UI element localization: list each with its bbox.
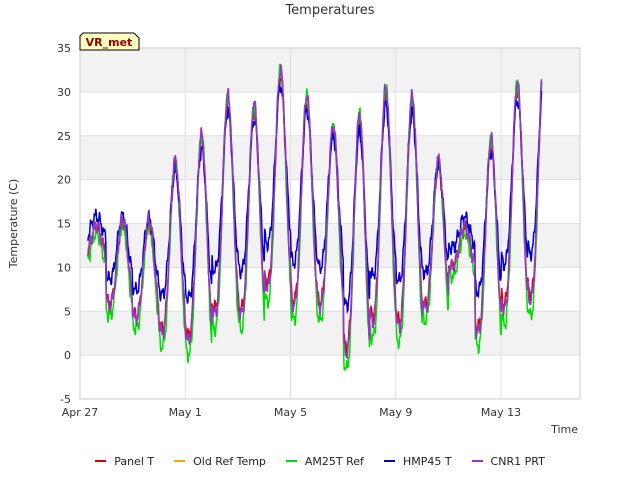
legend-swatch-hmp45-t <box>383 460 395 462</box>
x-axis-label: Time <box>550 423 578 436</box>
grid-band <box>80 48 580 92</box>
legend-swatch-cnr1-prt <box>471 460 483 462</box>
y-tick-label: 25 <box>57 130 71 143</box>
y-tick-label: -5 <box>60 393 71 406</box>
legend: Panel T Old Ref Temp AM25T Ref HMP45 T C… <box>0 452 640 470</box>
legend-label: HMP45 T <box>402 454 452 468</box>
x-tick-label: May 1 <box>169 406 202 419</box>
annotation-label: VR_met <box>79 32 140 51</box>
x-tick-label: May 5 <box>274 406 307 419</box>
y-tick-label: 20 <box>57 174 71 187</box>
legend-swatch-panel-t <box>95 460 107 462</box>
x-tick-label: Apr 27 <box>62 406 99 419</box>
series-line-cnr1-prt <box>87 64 543 360</box>
y-tick-label: 5 <box>64 305 71 318</box>
x-tick-label: May 13 <box>481 406 521 419</box>
grid-band <box>80 311 580 356</box>
legend-swatch-old-ref-temp <box>174 460 186 462</box>
legend-item-am25t-ref: AM25T Ref <box>285 454 364 468</box>
annotation-box <box>79 32 140 51</box>
legend-swatch-am25t-ref <box>285 460 297 462</box>
legend-item-panel-t: Panel T <box>95 455 154 468</box>
y-axis-label: Temperature (C) <box>7 179 20 269</box>
legend-label: CNR1 PRT <box>490 454 545 468</box>
legend-label: Panel T <box>114 454 155 468</box>
y-tick-label: 10 <box>57 261 71 274</box>
annotation-text: VR_met <box>86 36 133 49</box>
chart-title: Temperatures <box>284 3 374 18</box>
legend-item-hmp45-t: HMP45 T <box>383 454 452 468</box>
y-tick-label: 30 <box>57 86 71 99</box>
legend-label: AM25T Ref <box>304 454 364 468</box>
y-tick-label: 35 <box>57 42 71 55</box>
plot-area-border <box>79 47 581 400</box>
y-tick-label: 0 <box>64 349 71 362</box>
x-tick-label: May 9 <box>379 406 412 419</box>
legend-label: Old Ref Temp <box>193 454 266 468</box>
y-tick-label: 15 <box>57 218 71 231</box>
legend-item-cnr1-prt: CNR1 PRT <box>471 454 545 468</box>
series-line-hmp45-t <box>87 83 543 315</box>
legend-item-old-ref-temp: Old Ref Temp <box>174 455 266 468</box>
